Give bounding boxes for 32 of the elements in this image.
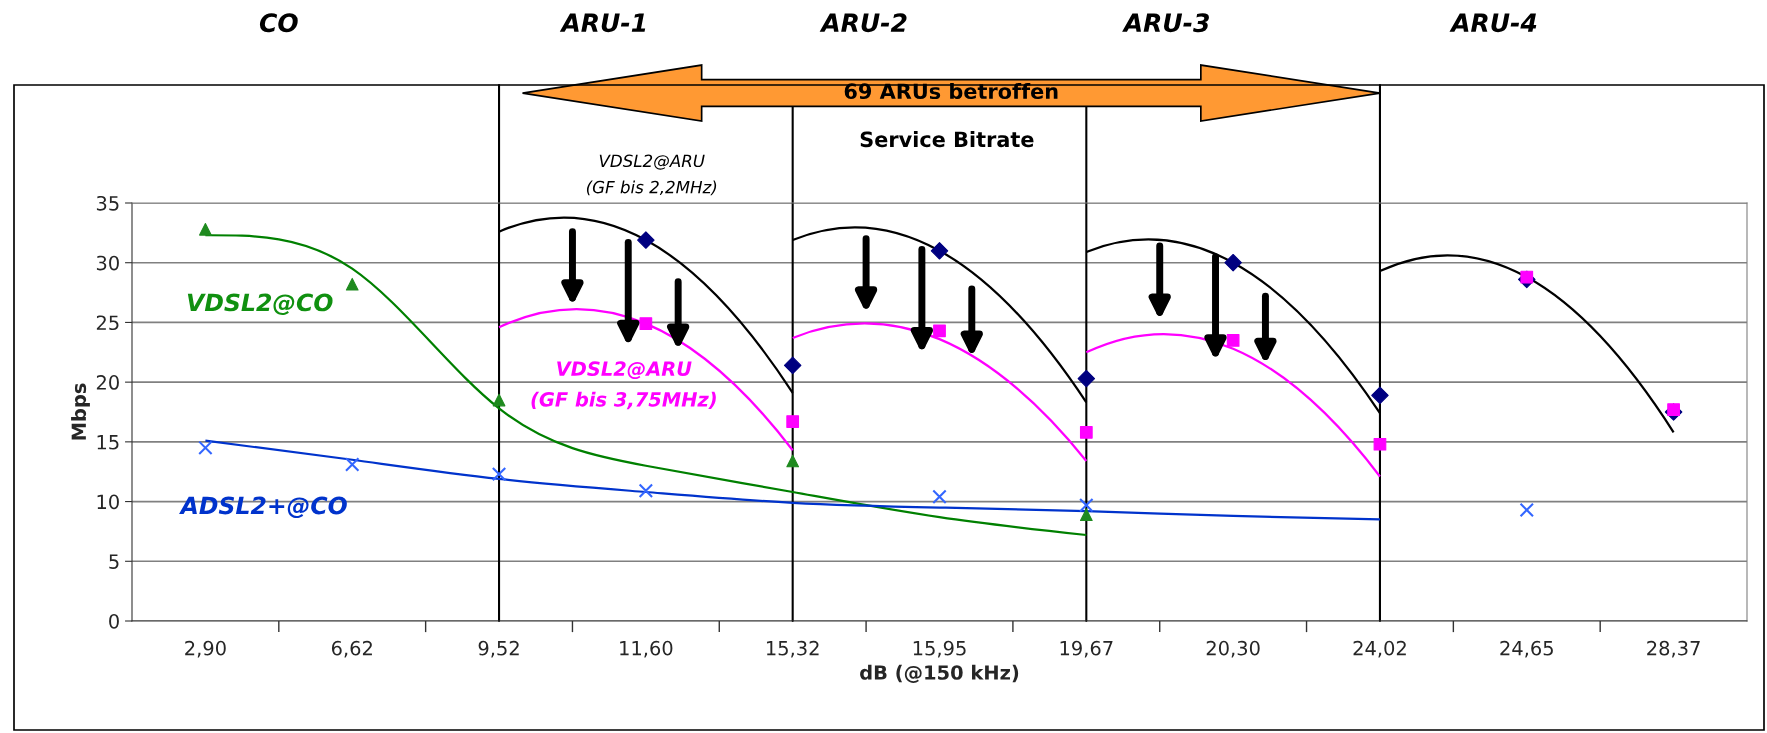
y-tick-label: 35 [96,195,119,211]
x-tick-label: 20,30 [1206,640,1260,658]
x-tick-label: 6,62 [331,640,372,658]
y-tick-label: 5 [109,554,119,569]
text: ARU-3 [1122,13,1209,33]
text: VDSL2@ARU (GF bis 2,2MHz) [586,154,717,196]
y-axis-title: Mbps [71,383,90,440]
x-axis-title: dB (@150 kHz) [860,664,1019,683]
text: Service Bitrate [860,131,1034,148]
y-tick-label: 0 [109,613,119,629]
x-tick-label: 19,67 [1060,640,1113,658]
x-tick-label: 28,37 [1647,640,1700,658]
x-tick-label: 15,32 [766,640,819,658]
x-tick-label: 11,60 [620,640,673,658]
text: ARU-1 [559,13,646,33]
annotation: ADSL2+@CO [179,496,347,519]
x-tick-label: 15,95 [913,640,966,658]
text: 69 ARUs betroffen [844,82,1058,100]
annotation: VDSL2@CO [187,293,333,316]
text: ARU-4 [1449,13,1537,33]
y-tick-label: 15 [97,435,119,450]
y-tick-label: 25 [96,315,119,331]
x-tick-label: 24,02 [1353,640,1406,658]
text: CO [259,13,298,33]
x-tick-label: 2,90 [185,640,226,658]
y-tick-label: 10 [97,494,119,510]
y-tick-label: 20 [96,375,119,390]
x-tick-label: 9,52 [478,640,519,658]
x-tick-label: 24,65 [1500,640,1553,658]
y-tick-label: 30 [96,255,119,271]
annotation: VDSL2@ARU (GF bis 3,75MHz) [531,361,716,410]
text: ARU-2 [819,13,907,33]
